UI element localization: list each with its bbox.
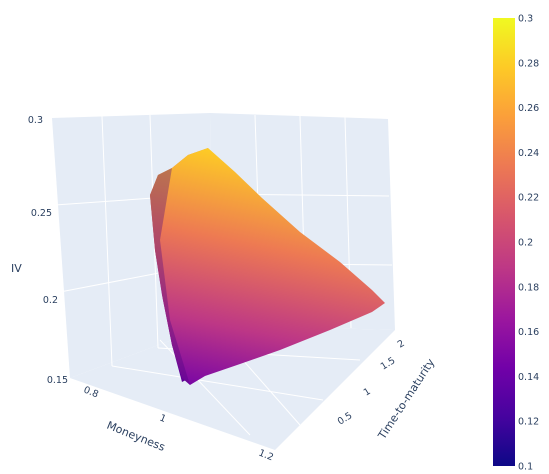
x-tick-label: 0.8 (82, 385, 100, 401)
y-axis-ticks: 0.5 1 1.5 2 (336, 338, 407, 428)
colorbar-tick-label: 0.3 (518, 14, 533, 25)
x-axis-ticks: 0.8 1 1.2 (82, 385, 275, 464)
z-tick-label: 0.2 (43, 295, 58, 306)
colorbar-ticks: 0.3 0.28 0.26 0.24 0.22 0.2 0.18 0.16 0.14 0.12 0.… (518, 14, 539, 473)
z-tick-label: 0.15 (47, 375, 68, 386)
surface-face (150, 148, 385, 385)
z-tick-label: 0.3 (28, 115, 43, 126)
x-tick-label: 1 (158, 413, 168, 425)
y-tick-label: 1 (362, 386, 373, 399)
iv-surface (150, 148, 385, 385)
colorbar-tick-label: 0.22 (518, 193, 539, 204)
x-tick-label: 1.2 (257, 448, 275, 464)
colorbar-tick-label: 0.12 (518, 417, 539, 428)
y-tick-label: 0.5 (336, 410, 355, 427)
colorbar-tick-label: 0.24 (518, 148, 539, 159)
colorbar-tick-label: 0.2 (518, 238, 533, 249)
x-axis-title: Moneyness (105, 419, 167, 454)
colorbar-gradient (493, 18, 515, 466)
colorbar-tick-label: 0.18 (518, 282, 539, 293)
z-axis-title: IV (11, 262, 22, 275)
z-tick-label: 0.25 (31, 208, 52, 219)
colorbar-tick-label: 0.28 (518, 58, 539, 69)
floor (70, 325, 395, 450)
colorbar-tick-label: 0.26 (518, 103, 539, 114)
colorbar: 0.3 0.28 0.26 0.24 0.22 0.2 0.18 0.16 0.14 0.12 0.… (493, 14, 539, 473)
colorbar-tick-label: 0.16 (518, 327, 539, 338)
y-tick-label: 1.5 (379, 355, 398, 372)
z-axis-ticks: 0.3 0.25 0.2 0.15 (28, 115, 68, 386)
y-tick-label: 2 (396, 338, 407, 351)
colorbar-tick-label: 0.1 (518, 462, 533, 473)
surface-shading (150, 168, 190, 385)
colorbar-tick-label: 0.14 (518, 372, 539, 383)
